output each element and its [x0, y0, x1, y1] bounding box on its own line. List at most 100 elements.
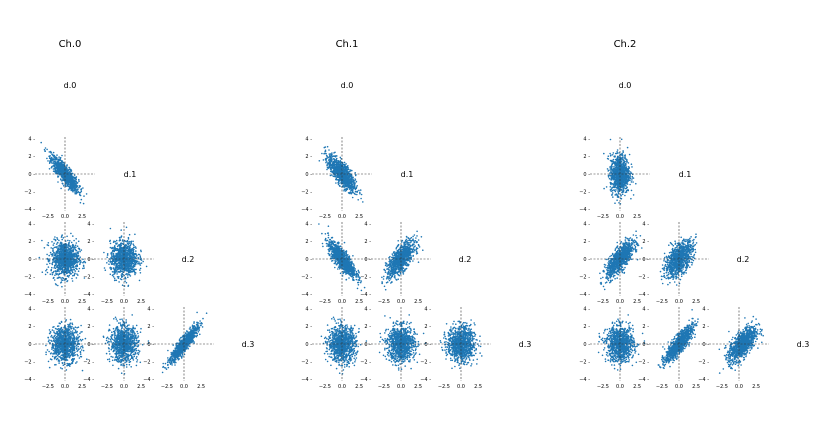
scatter-point	[52, 326, 54, 329]
scatter-point	[63, 246, 65, 249]
scatter-point	[133, 350, 136, 352]
scatter-point	[60, 187, 62, 190]
scatter-point	[124, 246, 127, 248]
scatter-point	[49, 159, 51, 162]
scatter-point	[133, 353, 136, 356]
scatter-point	[80, 249, 83, 251]
scatter-point	[115, 338, 117, 341]
scatter-point	[75, 242, 78, 244]
scatter-point	[68, 263, 71, 265]
scatter-point	[126, 355, 128, 357]
scatter-point	[106, 358, 109, 361]
scatter-point	[112, 327, 115, 330]
scatter-point	[125, 281, 128, 284]
scatter-point	[108, 350, 110, 353]
scatter-point	[134, 263, 137, 266]
scatter-point	[62, 330, 65, 333]
channel-title: Ch.0	[59, 39, 82, 50]
scatter-point	[106, 262, 108, 264]
scatter-point	[60, 357, 63, 359]
scatter-point	[126, 252, 128, 255]
scatter-point	[53, 242, 55, 245]
scatter-point	[68, 331, 70, 333]
y-tick-label: 0 -	[28, 172, 35, 178]
scatter-point	[55, 251, 58, 254]
scatter-point	[121, 261, 123, 264]
scatter-point	[57, 169, 59, 172]
scatter-point	[138, 263, 141, 265]
scatter-point	[62, 178, 65, 181]
scatter-point	[71, 323, 74, 326]
x-tick-label: 2.5	[137, 299, 145, 305]
scatter-point	[52, 161, 55, 163]
scatter-point	[111, 331, 113, 334]
scatter-point	[112, 253, 115, 255]
scatter-point	[131, 351, 133, 354]
scatter-point	[70, 176, 73, 178]
scatter-point	[46, 268, 48, 271]
scatter-point	[117, 265, 120, 267]
scatter-point	[121, 273, 124, 276]
scatter-point	[68, 175, 70, 177]
scatter-point	[68, 333, 70, 336]
scatter-point	[68, 172, 70, 175]
scatter-point	[73, 273, 76, 276]
scatter-point	[108, 263, 110, 266]
scatter-point	[115, 260, 117, 263]
scatter-point	[52, 253, 54, 255]
scatter-point	[121, 327, 123, 330]
scatter-point	[127, 357, 129, 360]
scatter-point	[118, 354, 120, 357]
scatter-point	[118, 243, 120, 246]
scatter-point	[60, 336, 62, 339]
y-tick-label: 4 -	[28, 137, 35, 143]
scatter-point	[111, 251, 113, 254]
scatter-point	[115, 279, 118, 282]
scatter-point	[129, 330, 132, 332]
scatter-point	[49, 150, 52, 153]
scatter-panel-d.2-vs-d.0: −4 -−2 -0 -2 -4 -−2.5 0.0 2.5	[24, 222, 95, 305]
x-tick-label: −2.5	[42, 299, 54, 305]
scatter-point	[76, 259, 78, 262]
scatter-point	[67, 336, 70, 338]
scatter-point	[59, 157, 61, 160]
scatter-point	[128, 337, 131, 340]
scatter-point	[75, 253, 78, 255]
scatter-point	[58, 360, 61, 362]
scatter-point	[56, 269, 59, 272]
scatter-point	[119, 250, 122, 253]
x-tick-label: −2.5	[42, 214, 54, 220]
scatter-point	[59, 272, 62, 275]
scatter-point	[126, 339, 129, 341]
scatter-point	[58, 270, 60, 273]
scatter-point	[126, 345, 129, 348]
scatter-point	[130, 260, 133, 263]
scatter-point	[113, 339, 115, 341]
scatter-point	[121, 352, 123, 355]
scatter-point	[130, 366, 132, 368]
scatter-point	[62, 346, 64, 349]
scatter-point	[71, 266, 74, 268]
scatter-point	[137, 353, 140, 356]
scatter-point	[57, 181, 59, 183]
scatter-point	[73, 174, 76, 176]
scatter-point	[50, 334, 53, 337]
scatter-point	[50, 358, 53, 361]
scatter-point	[49, 161, 51, 163]
scatter-point	[125, 273, 127, 276]
scatter-point	[135, 336, 137, 338]
scatter-point	[122, 359, 124, 362]
scatter-point	[113, 277, 116, 280]
scatter-point	[51, 241, 53, 243]
scatter-point	[66, 329, 68, 332]
scatter-point	[46, 349, 49, 351]
scatter-point	[51, 273, 54, 276]
scatter-point	[102, 336, 105, 339]
scatter-point	[74, 244, 77, 247]
scatter-point	[125, 360, 128, 363]
scatter-point	[123, 364, 126, 367]
scatter-point	[65, 185, 67, 187]
scatter-point	[132, 325, 134, 327]
scatter-point	[112, 356, 114, 358]
scatter-point	[58, 239, 60, 242]
